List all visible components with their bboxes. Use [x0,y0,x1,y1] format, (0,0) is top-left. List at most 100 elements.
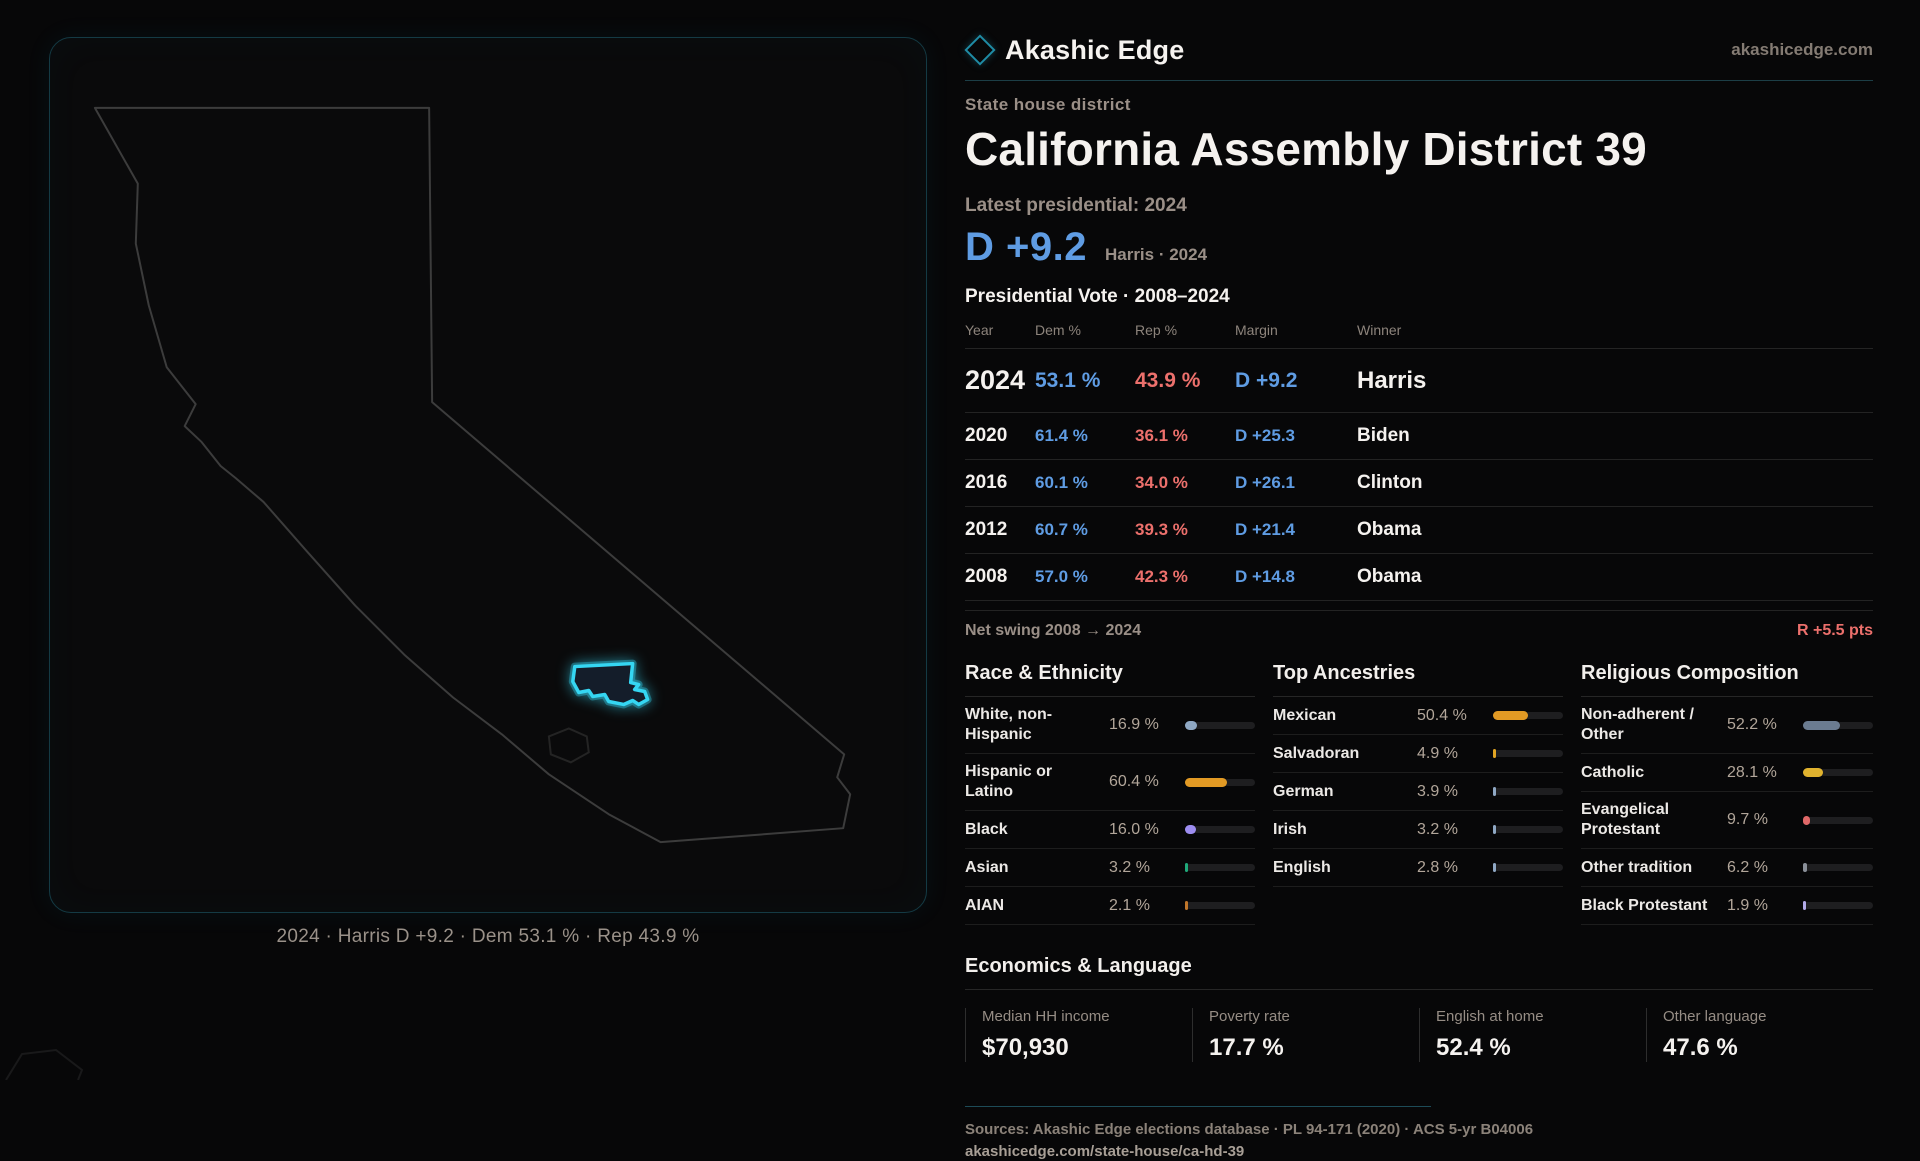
demo-bar-track [1493,749,1563,758]
demo-section-religion: Religious Composition Non-adherent / Othe… [1581,662,1873,925]
detail-panel: Akashic Edge akashicedge.com State house… [964,30,1873,1161]
col-rep: Rep % [1135,322,1178,338]
demo-bar-track [1803,720,1873,730]
vote-cell-winner: Obama [1357,519,1422,540]
demo-bar-track [1803,863,1873,872]
demo-bar-track [1803,901,1873,910]
demo-value: 6.2 % [1727,858,1768,876]
demo-row: Salvadoran 4.9 % [1273,735,1563,773]
demo-bar-track [1185,777,1255,787]
stat-label: Median HH income [982,1008,1110,1025]
vote-cell-margin: D +25.3 [1235,426,1296,445]
permalink[interactable]: akashicedge.com/state-house/ca-hd-39 [965,1143,1245,1160]
demo-row: Asian 3.2 % [965,849,1255,887]
demo-value: 50.4 % [1417,706,1467,724]
sources-text: Sources: Akashic Edge elections database… [965,1121,1534,1138]
demo-label: Other tradition [1581,858,1693,876]
stat-value: $70,930 [982,1034,1069,1061]
demo-label: White, non-Hispanic [965,706,1053,743]
header-bar: Akashic Edge akashicedge.com [964,30,1873,70]
col-dem: Dem % [1035,322,1081,338]
demo-section-title: Race & Ethnicity [965,662,1255,697]
california-map [93,106,852,844]
stat-label: Poverty rate [1209,1008,1290,1025]
vote-table-rows: 2024 53.1 % 43.9 % D +9.2 Harris 2020 61.4 % 36… [965,349,1873,601]
economics-section: Economics & Language Median HH income $70… [965,955,1873,1062]
demo-section-title: Religious Composition [1581,662,1873,697]
demo-value: 3.2 % [1109,858,1150,876]
col-winner: Winner [1357,322,1402,338]
demo-bar-track [1185,825,1255,834]
headline-margin: D +9.2 Harris · 2024 [965,225,1873,270]
brand-home-link[interactable]: Akashic Edge [964,34,1184,66]
demo-row: English 2.8 % [1273,849,1563,887]
demo-bar-fill [1493,825,1496,834]
vote-cell-dem: 60.7 % [1035,520,1088,539]
vote-cell-dem: 61.4 % [1035,426,1088,445]
demographics-grid: Race & Ethnicity White, non-Hispanic 16.9 … [965,662,1873,925]
demo-value: 1.9 % [1727,896,1768,914]
vote-cell-margin: D +9.2 [1235,368,1298,392]
stat-poverty: Poverty rate 17.7 % [1192,1008,1419,1062]
demo-value: 3.9 % [1417,782,1458,800]
corner-decoration-icon [5,1048,84,1080]
demo-value: 3.2 % [1417,820,1458,838]
vote-cell-dem: 57.0 % [1035,567,1088,586]
demo-bar-fill [1803,815,1810,825]
demo-label: Non-adherent / Other [1581,706,1694,743]
demo-label: Asian [965,858,1009,876]
demo-row: Evangelical Protestant 9.7 % [1581,792,1873,849]
demo-label: English [1273,858,1331,876]
demo-value: 9.7 % [1727,811,1768,828]
stat-value: 17.7 % [1209,1034,1284,1061]
vote-cell-rep: 34.0 % [1135,473,1188,492]
demo-bar-fill [1185,901,1188,910]
demo-value: 60.4 % [1109,773,1159,790]
demo-label: Catholic [1581,763,1645,781]
vote-cell-margin: D +26.1 [1235,473,1296,492]
demo-bar-fill [1803,863,1808,872]
vote-cell-year: 2016 [965,472,1008,493]
demo-label: Black [965,820,1008,838]
vote-table: Year Dem % Rep % Margin Winner 2024 53.1 … [965,322,1873,601]
demo-value: 16.9 % [1109,716,1159,733]
demo-bar-track [1185,863,1255,872]
demo-bar-fill [1185,825,1197,834]
vote-row-2024: 2024 53.1 % 43.9 % D +9.2 Harris [965,349,1873,413]
demo-section-race: Race & Ethnicity White, non-Hispanic 16.9 … [965,662,1255,925]
headline-margin-value: D +9.2 [965,225,1087,269]
vote-cell-winner: Obama [1357,566,1422,587]
demo-bar-track [1185,720,1255,730]
econ-stats: Median HH income $70,930 Poverty rate 17.7 … [965,1008,1873,1062]
map-panel [49,37,927,913]
demo-value: 16.0 % [1109,820,1159,838]
demo-row: White, non-Hispanic 16.9 % [965,697,1255,754]
vote-cell-margin: D +21.4 [1235,520,1296,539]
vote-cell-year: 2020 [965,425,1008,446]
economics-title: Economics & Language [965,955,1873,990]
stat-label: English at home [1436,1008,1544,1025]
vote-cell-winner: Biden [1357,425,1410,446]
stat-value: 47.6 % [1663,1034,1738,1061]
net-swing-row: Net swing 2008 → 2024 R +5.5 pts [965,610,1873,640]
header-divider [965,80,1873,81]
demo-label: Hispanic or Latino [965,763,1053,800]
vote-cell-rep: 39.3 % [1135,520,1188,539]
net-swing-value: R +5.5 pts [1796,622,1873,639]
vote-cell-winner: Harris [1357,366,1427,394]
demo-bar-fill [1803,768,1823,777]
demo-label: Irish [1273,820,1307,838]
demo-label: Black Protestant [1581,896,1708,914]
demo-label: Salvadoran [1273,744,1360,762]
demo-bar-track [1493,711,1563,720]
vote-cell-margin: D +14.8 [1235,567,1296,586]
site-domain-link[interactable]: akashicedge.com [1731,40,1873,59]
vote-table-title: Presidential Vote · 2008–2024 [965,286,1230,307]
demo-bar-track [1803,815,1873,825]
demo-bar-fill [1185,863,1188,872]
page-title: California Assembly District 39 [965,123,1647,175]
latest-presidential-label: Latest presidential: 2024 [965,195,1187,216]
demo-row: Black 16.0 % [965,811,1255,849]
stat-value: 52.4 % [1436,1034,1511,1061]
district-shape[interactable] [568,659,652,709]
